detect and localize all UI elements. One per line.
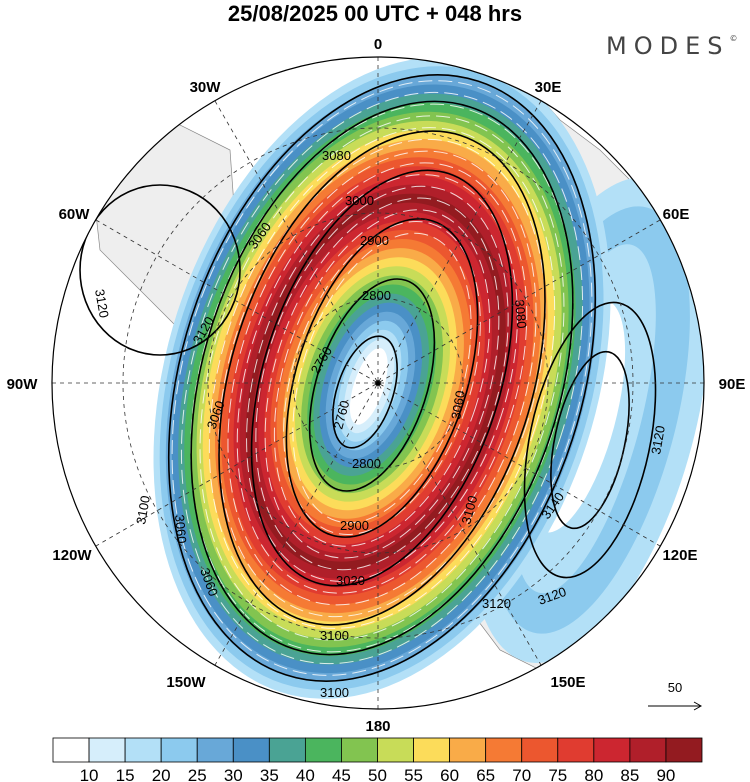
- wind-streamline: [246, 174, 518, 582]
- wind-streamline: [227, 150, 537, 606]
- contour-label: 3100: [133, 494, 153, 525]
- reference-vector-label: 50: [668, 680, 682, 695]
- colorbar-swatch: [413, 737, 451, 763]
- lon-label-30w: 30W: [190, 79, 222, 96]
- colorbar-label: 60: [440, 766, 459, 782]
- logo-text: MODES: [606, 32, 730, 60]
- colorbar-label: 20: [152, 766, 171, 782]
- map-boundary: [51, 56, 705, 710]
- contour-label: 3120: [648, 424, 668, 455]
- wind-streamline: [180, 91, 584, 665]
- colorbar-swatch: [52, 737, 90, 763]
- colorbar-label: 65: [476, 766, 495, 782]
- contour-label: 3060: [448, 389, 468, 420]
- colorbar-label: 10: [80, 766, 99, 782]
- lon-label-0: 0: [374, 36, 382, 53]
- contour-label: 2800: [352, 456, 381, 471]
- colorbar-label: 75: [548, 766, 567, 782]
- colorbar-label: 25: [188, 766, 207, 782]
- wind-streamline: [273, 209, 491, 547]
- lon-label-120e: 120E: [662, 547, 697, 564]
- lon-label-150w: 150W: [166, 674, 206, 691]
- reference-vector: 50: [648, 680, 703, 711]
- height-contours: [79, 74, 657, 682]
- colorbar-label: 70: [512, 766, 531, 782]
- colorbar-swatch: [521, 737, 559, 763]
- contour-label: 3100: [458, 494, 480, 526]
- contour-label: 2900: [360, 233, 389, 248]
- reference-arrowhead-icon: [693, 701, 703, 711]
- colorbar-label: 90: [656, 766, 675, 782]
- contour-label: 3000: [345, 193, 374, 208]
- colorbar-label: 35: [260, 766, 279, 782]
- wind-streamline: [208, 127, 556, 629]
- logo-copyright: ©: [729, 34, 738, 43]
- wind-streamline: [171, 80, 593, 676]
- contour-label: 3080: [512, 299, 529, 329]
- contour-label: 2900: [340, 518, 369, 533]
- colorbar-swatch: [341, 737, 378, 763]
- wind-streamline: [264, 197, 500, 559]
- wind-streamline: [283, 220, 481, 536]
- colorbar-swatch: [304, 737, 342, 763]
- colorbar-swatch: [124, 737, 162, 763]
- contour-label: 3060: [172, 514, 189, 544]
- colorbar-swatch: [268, 737, 306, 763]
- colorbar-swatch: [160, 737, 198, 763]
- colorbar-swatch: [232, 737, 270, 763]
- contour-label: 2800: [362, 288, 391, 303]
- contour-label: 3100: [320, 628, 349, 643]
- graticule: [52, 57, 704, 709]
- lon-label-30e: 30E: [535, 79, 562, 96]
- colorbar-swatch: [485, 737, 523, 763]
- colorbar-swatch: [377, 737, 414, 763]
- colorbar-label: 80: [584, 766, 603, 782]
- wind-streamline: [292, 232, 472, 524]
- lon-label-90w: 90W: [7, 376, 39, 393]
- colorbar-label: 55: [404, 766, 423, 782]
- colorbar-label: 85: [620, 766, 639, 782]
- lon-label-150e: 150E: [550, 674, 585, 691]
- lon-label-60e: 60E: [663, 206, 690, 223]
- wind-streamline: [218, 138, 546, 618]
- wind-streamline: [190, 103, 574, 653]
- colorbar-label: 30: [224, 766, 243, 782]
- colorbar-label: 40: [296, 766, 315, 782]
- wind-speed-band: [349, 347, 388, 425]
- longitude-labels: 0 30E 60E 90E 120E 150E 180 150W 120W 90…: [7, 36, 746, 735]
- colorbar-swatch: [629, 737, 667, 763]
- colorbar-swatch: [665, 737, 703, 763]
- colorbar: 10 15 20 25 30 35 40 45 50 55 60 65 70 75 80 85 90: [52, 737, 703, 782]
- wind-streamline: [236, 162, 528, 594]
- contour-label: 3080: [322, 148, 351, 163]
- wind-streamline: [199, 115, 565, 641]
- lon-label-90e: 90E: [719, 376, 746, 393]
- wind-streamline: [255, 185, 509, 571]
- contour-label: 3020: [336, 573, 365, 588]
- contour-label: 3100: [320, 685, 349, 700]
- colorbar-swatch: [557, 737, 595, 763]
- wind-streamlines: [171, 80, 593, 676]
- contour-label: 3120: [482, 596, 511, 611]
- colorbar-label: 45: [332, 766, 351, 782]
- colorbar-label: 50: [368, 766, 387, 782]
- colorbar-swatch: [593, 737, 631, 763]
- colorbar-swatch: [196, 737, 234, 763]
- contour-label: 3120: [92, 288, 112, 319]
- colorbar-swatch: [449, 737, 487, 763]
- contour-label: 2760: [330, 399, 352, 431]
- colorbar-swatch: [88, 737, 126, 763]
- colorbar-label: 15: [116, 766, 135, 782]
- chart-title: 25/08/2025 00 UTC + 048 hrs: [227, 1, 523, 26]
- lon-label-120w: 120W: [52, 547, 92, 564]
- pole-marker: [375, 380, 381, 386]
- map-disc: 3080 3060 3000 2900 2800 2760 2760 3120 …: [52, 57, 704, 709]
- lon-label-180: 180: [365, 718, 390, 735]
- lon-label-60w: 60W: [59, 206, 91, 223]
- modes-logo: MODES©: [606, 32, 737, 60]
